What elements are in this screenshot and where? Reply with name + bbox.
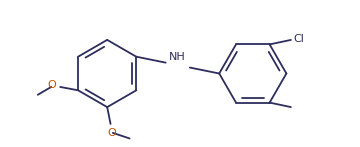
- Text: O: O: [107, 128, 116, 138]
- Text: O: O: [47, 80, 56, 90]
- Text: NH: NH: [169, 52, 186, 62]
- Text: Cl: Cl: [293, 34, 304, 44]
